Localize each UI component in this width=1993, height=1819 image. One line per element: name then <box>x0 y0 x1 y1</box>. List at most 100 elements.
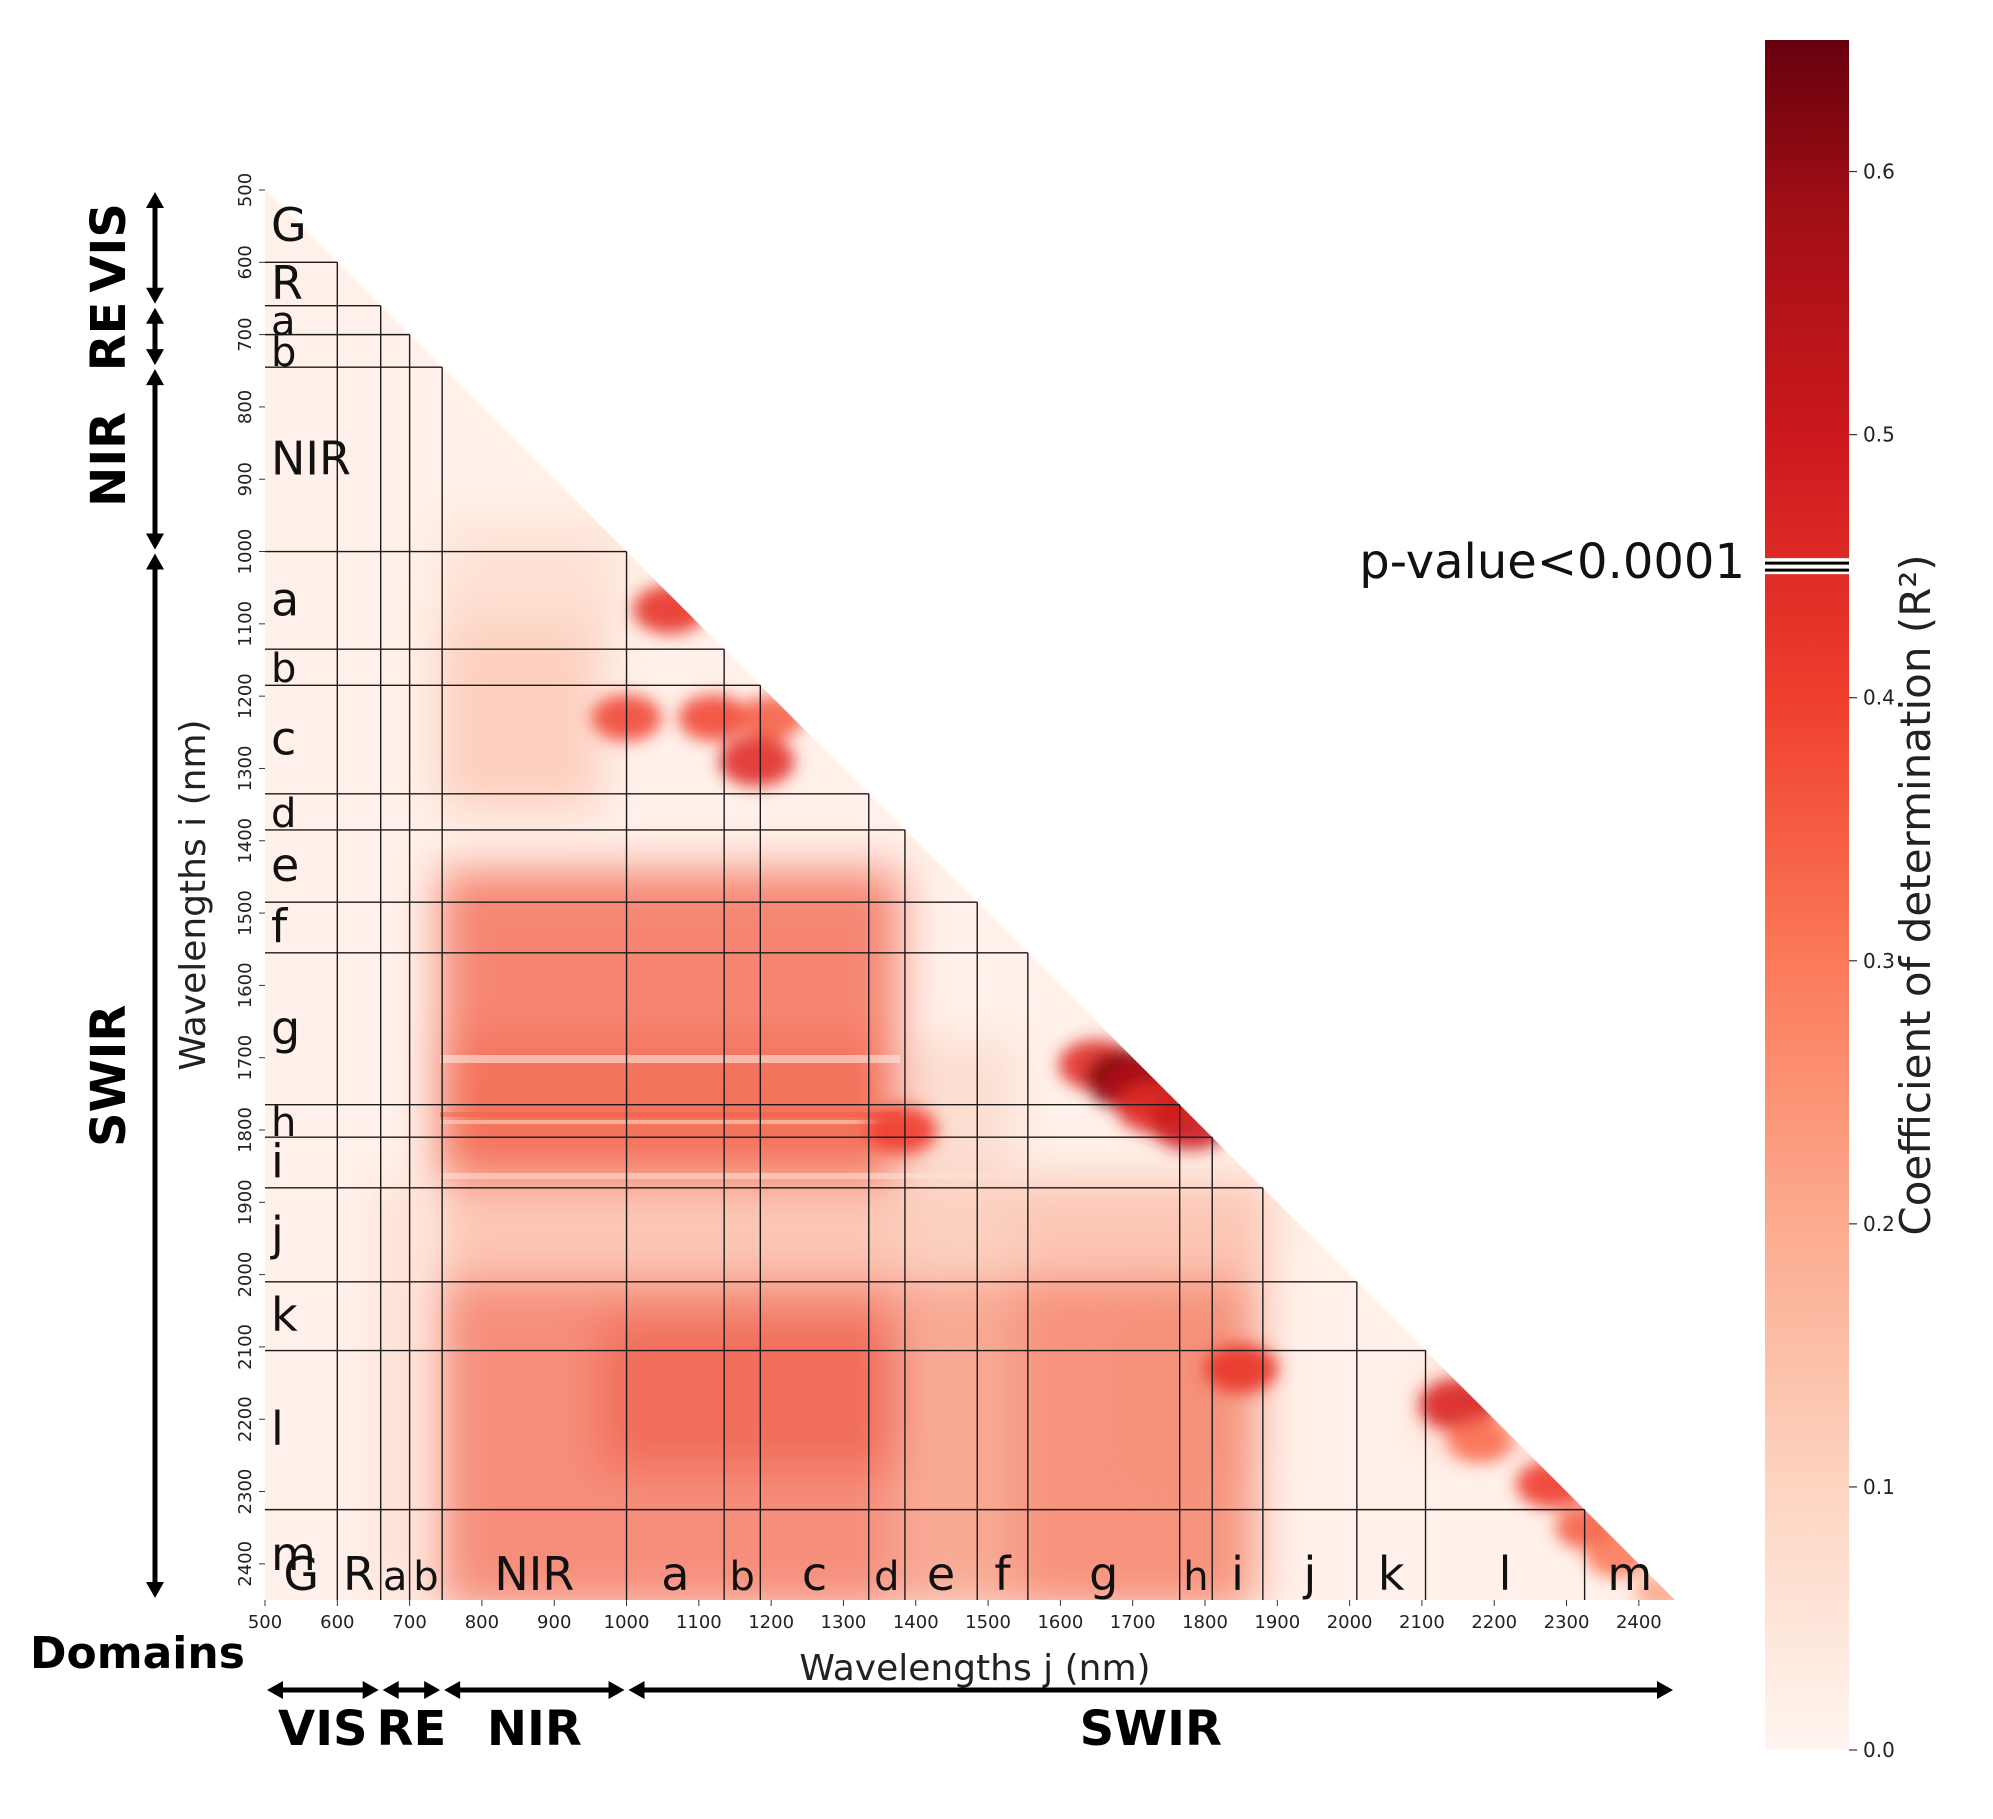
arrow-head <box>444 1681 461 1699</box>
y-tick-label: 1200 <box>235 673 256 719</box>
x-tick-label: 500 <box>248 1612 282 1633</box>
y-tick-label: 2000 <box>235 1252 256 1298</box>
colorbar-tick-label: 0.2 <box>1863 1212 1895 1236</box>
x-tick-label: 700 <box>392 1612 426 1633</box>
arrow-head <box>608 1681 625 1699</box>
x-tick-label: 800 <box>465 1612 499 1633</box>
y-tick-label: 1800 <box>235 1107 256 1153</box>
arrow-head <box>424 1681 441 1699</box>
subdomain-grid <box>265 261 1586 1600</box>
y-tick-label: 2200 <box>235 1396 256 1442</box>
y-tick-label: 2300 <box>235 1469 256 1515</box>
x-tick-label: 1700 <box>1110 1612 1156 1633</box>
heatmap-hotspot <box>1204 1343 1279 1394</box>
heatmap-hotspot <box>718 735 795 787</box>
column-label: h <box>1183 1554 1208 1600</box>
x-tick-label: 2400 <box>1616 1612 1662 1633</box>
y-tick-label: 1700 <box>235 1035 256 1081</box>
domain-arrow <box>146 553 164 1598</box>
colorbar-tick-label: 0.0 <box>1863 1738 1895 1762</box>
x-tick-label: 2000 <box>1327 1612 1373 1633</box>
row-label: e <box>271 838 299 892</box>
x-tick-label: 1500 <box>965 1612 1011 1633</box>
y-tick-label: 2100 <box>235 1324 256 1370</box>
y-tick-label: 1100 <box>235 601 256 647</box>
domain-label: SWIR <box>1080 1701 1222 1757</box>
x-tick-label: 1200 <box>748 1612 794 1633</box>
heatmap-streaks <box>440 1055 1260 1179</box>
column-label: j <box>1302 1547 1316 1601</box>
x-tick-label: 2200 <box>1471 1612 1517 1633</box>
row-label: j <box>270 1207 284 1261</box>
column-label: c <box>802 1547 827 1601</box>
y-tick-label: 500 <box>235 173 256 207</box>
x-tick-label: 600 <box>320 1612 354 1633</box>
heatmap-hotspot <box>632 584 707 635</box>
row-label: b <box>271 646 296 692</box>
domain-arrows-horizontal: VIS RE NIR SWIR <box>267 1681 1673 1757</box>
heatmap-hotspot <box>738 695 805 740</box>
arrow-head <box>146 1582 164 1598</box>
domain-label: SWIR <box>81 1005 137 1147</box>
arrow-head <box>146 287 164 304</box>
domain-arrow <box>267 1681 379 1699</box>
x-axis-title: Wavelengths j (nm) <box>799 1648 1150 1689</box>
row-label: b <box>271 330 296 376</box>
row-label: l <box>271 1402 284 1456</box>
y-tick-label: 600 <box>235 245 256 279</box>
arrow-head <box>146 369 164 386</box>
arrow-head <box>362 1681 379 1699</box>
arrow-head <box>267 1681 283 1699</box>
y-axis-title: Wavelengths i (nm) <box>173 719 214 1070</box>
column-label: l <box>1499 1547 1512 1601</box>
arrow-head <box>146 192 164 208</box>
colorbar-gradient <box>1765 40 1849 1750</box>
row-label: c <box>271 712 296 766</box>
heatmap-hotspot <box>678 694 749 742</box>
domain-label: NIR <box>81 412 137 507</box>
x-tick-label: 2300 <box>1544 1612 1590 1633</box>
row-label: g <box>271 1001 300 1055</box>
y-tick-label: 2400 <box>235 1541 256 1587</box>
heatmap-hotspot <box>1516 1460 1589 1509</box>
heatmap-hotspot <box>865 1106 938 1154</box>
colorbar-title: Coefficient of determination (R²) <box>1891 554 1940 1235</box>
colorbar-tick-label: 0.5 <box>1863 423 1895 447</box>
threshold-label: p-value<0.0001 <box>1359 534 1745 590</box>
heatmap-hotspot <box>1149 1095 1232 1150</box>
x-tick-label: 1600 <box>1037 1612 1083 1633</box>
row-label: a <box>271 299 296 345</box>
column-label: R <box>343 1547 375 1601</box>
x-tick-label: 1400 <box>893 1612 939 1633</box>
row-label: m <box>271 1527 316 1581</box>
column-label: b <box>730 1554 755 1600</box>
x-tick-label: 900 <box>537 1612 571 1633</box>
colorbar-tick-label: 0.3 <box>1863 949 1895 973</box>
y-tick-label: 1900 <box>235 1179 256 1225</box>
arrow-head <box>146 307 164 324</box>
row-label: i <box>271 1135 284 1189</box>
column-label: k <box>1378 1547 1405 1601</box>
x-tick-label: 1900 <box>1254 1612 1300 1633</box>
domain-arrow <box>146 369 164 550</box>
x-tick-label: 1800 <box>1182 1612 1228 1633</box>
domain-label: RE <box>81 302 137 372</box>
row-label: R <box>271 256 303 310</box>
column-label: G <box>283 1547 319 1601</box>
row-label: f <box>271 900 289 954</box>
y-tick-label: 1600 <box>235 962 256 1008</box>
column-label: d <box>874 1554 899 1600</box>
row-label: k <box>271 1288 298 1342</box>
domain-arrows-vertical: VIS RE NIR SWIR <box>81 192 164 1598</box>
colorbar: 0.0 0.1 0.2 0.3 0.4 0.5 0.6 p-value<0.0001 Coe… <box>1359 40 1940 1762</box>
colorbar-tick-label: 0.1 <box>1863 1475 1895 1499</box>
heatmap-hotspots <box>591 584 1675 1600</box>
column-label: b <box>413 1554 438 1600</box>
column-label: m <box>1607 1547 1652 1601</box>
domain-label: VIS <box>81 203 137 293</box>
arrow-head <box>628 1681 645 1699</box>
column-label: a <box>661 1547 689 1601</box>
y-tick-label: 1400 <box>235 818 256 864</box>
